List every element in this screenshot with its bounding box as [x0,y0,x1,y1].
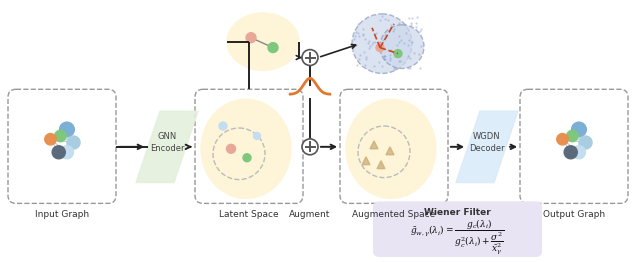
Circle shape [219,122,227,130]
Circle shape [52,146,65,159]
Bar [66,151,68,154]
FancyBboxPatch shape [195,89,303,203]
Bar [63,128,65,131]
Circle shape [54,130,66,142]
Bar [581,128,583,131]
Circle shape [572,146,586,159]
Polygon shape [386,147,394,155]
Bar [66,128,68,131]
Circle shape [253,133,260,139]
Text: $\bar{g}_{w,\gamma}(\lambda_i) = \dfrac{g_c(\lambda_i)}{g_c^2(\lambda_i) + \dfra: $\bar{g}_{w,\gamma}(\lambda_i) = \dfrac{… [410,217,504,257]
Bar [76,141,78,144]
FancyBboxPatch shape [8,89,116,203]
Circle shape [246,33,256,43]
Bar [575,151,577,154]
Bar [561,138,564,140]
Circle shape [579,136,592,149]
Ellipse shape [201,99,291,198]
Text: Input Graph: Input Graph [35,210,89,219]
Bar [49,138,52,140]
Circle shape [557,134,568,145]
Circle shape [564,146,577,159]
Polygon shape [136,111,198,183]
Bar [578,151,580,154]
Circle shape [227,144,236,153]
Circle shape [243,154,251,162]
Text: Output Graph: Output Graph [543,210,605,219]
Ellipse shape [346,99,436,198]
Bar [581,151,583,154]
Circle shape [302,50,318,66]
Text: WGDN
Decoder: WGDN Decoder [469,133,505,153]
Bar [588,141,590,144]
Text: Augment: Augment [289,210,331,219]
Bar [581,141,583,144]
Bar [63,151,65,154]
Circle shape [566,130,578,142]
Text: GNN
Encoder: GNN Encoder [150,133,184,153]
Circle shape [268,43,278,53]
Circle shape [376,44,384,52]
FancyBboxPatch shape [340,89,448,203]
Bar [584,141,586,144]
Text: Augmented Space: Augmented Space [353,210,436,219]
Circle shape [572,122,586,137]
Circle shape [45,134,56,145]
Bar [52,138,55,140]
Text: Wiener Filter: Wiener Filter [424,208,490,217]
Bar [69,151,71,154]
Polygon shape [370,141,378,149]
Bar [575,128,577,131]
Polygon shape [377,161,385,169]
Bar [69,141,71,144]
Polygon shape [456,111,518,183]
FancyBboxPatch shape [520,89,628,203]
Ellipse shape [227,13,299,70]
Circle shape [67,136,80,149]
Circle shape [352,14,412,73]
Bar [72,141,74,144]
FancyBboxPatch shape [373,201,542,257]
Polygon shape [362,157,370,165]
Circle shape [394,50,402,58]
Bar [578,128,580,131]
Bar [69,128,71,131]
Circle shape [380,25,424,68]
Circle shape [60,122,74,137]
Circle shape [60,146,74,159]
Text: Latent Space: Latent Space [219,210,279,219]
Bar [46,138,48,140]
Bar [564,138,567,140]
Bar [558,138,560,140]
Circle shape [302,139,318,155]
